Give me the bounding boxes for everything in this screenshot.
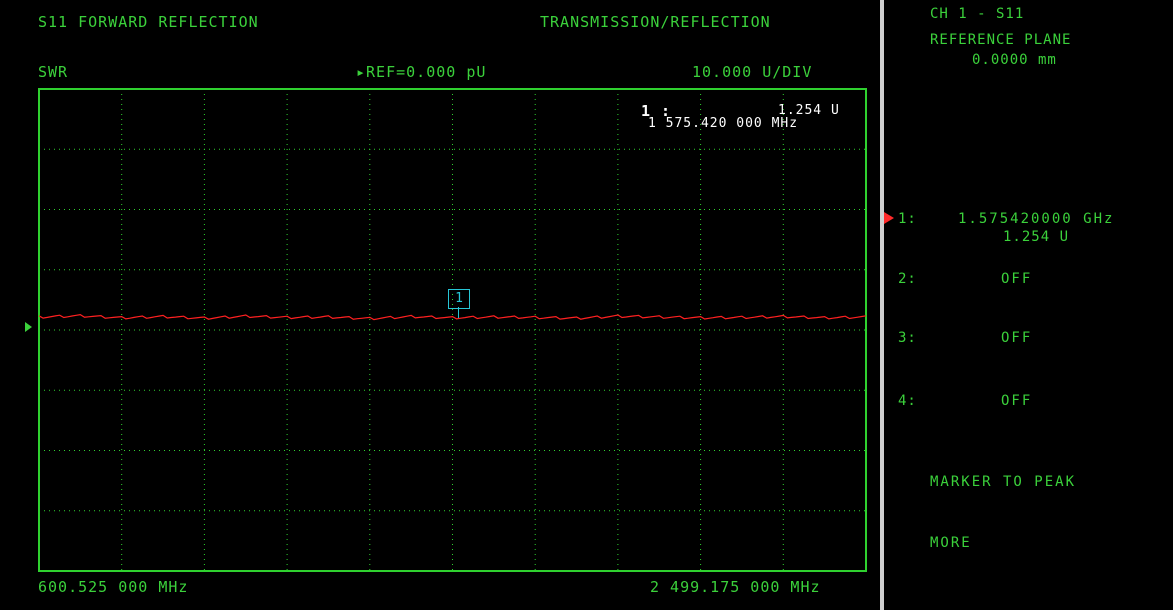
softkey-marker-1-label: 1: xyxy=(898,211,917,227)
start-frequency: 600.525 000 MHz xyxy=(38,579,188,595)
active-marker-arrow xyxy=(884,212,894,224)
marker-1-stem xyxy=(458,307,459,318)
trace-line xyxy=(39,315,866,320)
softkey-marker-1[interactable]: 1.575420000 GHz xyxy=(958,211,1114,227)
softkey-marker-1-value: 1.254 U xyxy=(1003,229,1069,245)
softkey-marker-4[interactable]: OFF xyxy=(1001,393,1032,409)
softkey-marker-2[interactable]: OFF xyxy=(1001,271,1032,287)
reference-position-arrow xyxy=(25,322,32,332)
panel-divider xyxy=(880,0,884,610)
marker-readout-frequency: 1 575.420 000 MHz xyxy=(648,116,798,132)
softkey-marker-to-peak[interactable]: MARKER TO PEAK xyxy=(930,474,1076,490)
stop-frequency: 2 499.175 000 MHz xyxy=(650,579,821,595)
channel-label: CH 1 - S11 xyxy=(930,6,1024,22)
reference-plane-label: REFERENCE PLANE xyxy=(930,32,1071,48)
softkey-more[interactable]: MORE xyxy=(930,535,972,551)
marker-1-flag[interactable]: 1 xyxy=(448,289,470,309)
softkey-marker-4-label: 4: xyxy=(898,393,917,409)
softkey-marker-3[interactable]: OFF xyxy=(1001,330,1032,346)
softkey-marker-2-label: 2: xyxy=(898,271,917,287)
softkey-marker-3-label: 3: xyxy=(898,330,917,346)
reference-plane-value: 0.0000 mm xyxy=(972,52,1057,68)
